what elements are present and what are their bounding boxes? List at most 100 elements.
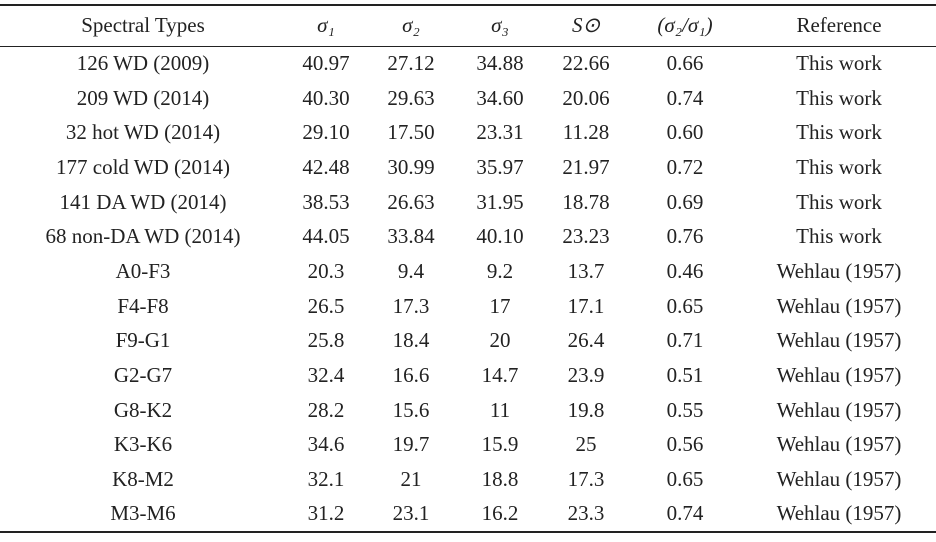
table-cell: K3-K6 <box>113 432 173 457</box>
table-cell: Wehlau (1957) <box>776 363 902 388</box>
table-cell: 14.7 <box>481 363 519 388</box>
table-cell: 126 WD (2009) <box>76 51 210 76</box>
table-cell: 9.4 <box>397 258 425 283</box>
table-cell: 0.46 <box>666 258 704 283</box>
table-cell: 23.9 <box>567 363 605 388</box>
table-cell: 17.3 <box>392 293 430 318</box>
table-cell: 32.4 <box>307 363 345 388</box>
table-cell: 40.30 <box>302 85 350 110</box>
table-cell: 31.95 <box>476 189 524 214</box>
table-cell: 0.66 <box>666 51 704 76</box>
table-cell: 29.63 <box>387 85 435 110</box>
header-cell: σ₁ <box>317 13 335 38</box>
table-cell: F4-F8 <box>117 293 169 318</box>
table-cell: 30.99 <box>387 154 435 179</box>
table-cell: 17.1 <box>567 293 605 318</box>
table-cell: 0.55 <box>666 397 704 422</box>
table-row: 209 WD (2014) 40.30 29.63 34.60 20.06 0.74 Thi… <box>0 81 936 116</box>
table-cell: 23.23 <box>562 224 610 249</box>
table-row: G8-K2 28.2 15.6 11 19.8 0.55 Wehlau (1957) <box>0 393 936 428</box>
table-cell: 0.74 <box>666 501 704 526</box>
table-cell: 20.3 <box>307 258 345 283</box>
table-cell: 26.63 <box>387 189 435 214</box>
table-cell: 17.3 <box>567 467 605 492</box>
table-cell: 20.06 <box>562 85 610 110</box>
table-cell: Wehlau (1957) <box>776 258 902 283</box>
table-cell: 9.2 <box>486 258 514 283</box>
table-cell: 0.69 <box>666 189 704 214</box>
table-cell: 33.84 <box>387 224 435 249</box>
table-cell: This work <box>796 224 882 249</box>
table-cell: 11 <box>489 397 511 422</box>
table-cell: A0-F3 <box>115 258 171 283</box>
table-cell: 0.56 <box>666 432 704 457</box>
table-row: 177 cold WD (2014) 42.48 30.99 35.97 21.97 0.… <box>0 150 936 185</box>
table-cell: G8-K2 <box>113 397 173 422</box>
table-cell: 32.1 <box>307 467 345 492</box>
table-cell: 15.6 <box>392 397 430 422</box>
table-cell: 31.2 <box>307 501 345 526</box>
table-cell: 0.51 <box>666 363 704 388</box>
table-cell: G2-G7 <box>113 363 173 388</box>
table-cell: 23.3 <box>567 501 605 526</box>
table-cell: 25 <box>575 432 597 457</box>
table-cell: 32 hot WD (2014) <box>65 120 221 145</box>
table-cell: 40.97 <box>302 51 350 76</box>
header-cell: (σ₂/σ₁) <box>657 13 713 38</box>
table-row: M3-M6 31.2 23.1 16.2 23.3 0.74 Wehlau (1957) <box>0 497 936 532</box>
table-cell: 22.66 <box>562 51 610 76</box>
table-cell: Wehlau (1957) <box>776 501 902 526</box>
table-cell: 28.2 <box>307 397 345 422</box>
table-row: 126 WD (2009) 40.97 27.12 34.88 22.66 0.66 Thi… <box>0 46 936 81</box>
table-cell: 34.60 <box>476 85 524 110</box>
table-cell: 18.78 <box>562 189 610 214</box>
table-cell: 23.31 <box>476 120 524 145</box>
table-cell: 17.50 <box>387 120 435 145</box>
table-cell: 0.76 <box>666 224 704 249</box>
table-cell: 68 non-DA WD (2014) <box>45 224 241 249</box>
table-cell: 34.88 <box>476 51 524 76</box>
header-cell: σ₃ <box>491 13 509 38</box>
table-cell: 18.4 <box>392 328 430 353</box>
table-row: K8-M2 32.1 21 18.8 17.3 0.65 Wehlau (1957) <box>0 462 936 497</box>
table-cell: 18.8 <box>481 467 519 492</box>
table-cell: 0.65 <box>666 293 704 318</box>
table-cell: This work <box>796 51 882 76</box>
table-cell: 40.10 <box>476 224 524 249</box>
table-body: 126 WD (2009) 40.97 27.12 34.88 22.66 0.66 Thi… <box>0 46 936 532</box>
table-cell: 209 WD (2014) <box>76 85 210 110</box>
data-table: Spectral Types σ₁ σ₂ σ₃ S⊙ (σ₂/σ₁) Reference 1… <box>0 4 936 533</box>
table-row: 141 DA WD (2014) 38.53 26.63 31.95 18.78 0.69… <box>0 185 936 220</box>
table-cell: 21 <box>400 467 422 492</box>
table-cell: Wehlau (1957) <box>776 328 902 353</box>
table-cell: 42.48 <box>302 154 350 179</box>
table-cell: 0.71 <box>666 328 704 353</box>
table-cell: This work <box>796 85 882 110</box>
table-cell: Wehlau (1957) <box>776 397 902 422</box>
table-cell: 0.60 <box>666 120 704 145</box>
table-cell: 0.65 <box>666 467 704 492</box>
table-cell: 23.1 <box>392 501 430 526</box>
table-cell: 26.5 <box>307 293 345 318</box>
table-cell: 19.7 <box>392 432 430 457</box>
table-cell: 19.8 <box>567 397 605 422</box>
table-cell: 29.10 <box>302 120 350 145</box>
table-row: A0-F3 20.3 9.4 9.2 13.7 0.46 Wehlau (1957) <box>0 254 936 289</box>
table-header: Spectral Types σ₁ σ₂ σ₃ S⊙ (σ₂/σ₁) Reference <box>0 5 936 46</box>
header-cell: Spectral Types <box>81 13 205 38</box>
page: {"table": { "header": ["Spectral Types",… <box>0 4 936 542</box>
header-cell: S⊙ <box>571 13 601 38</box>
table-cell: 16.2 <box>481 501 519 526</box>
table-cell: 0.74 <box>666 85 704 110</box>
table-cell: This work <box>796 120 882 145</box>
table-cell: 44.05 <box>302 224 350 249</box>
table-cell: 38.53 <box>302 189 350 214</box>
table-row: F9-G1 25.8 18.4 20 26.4 0.71 Wehlau (1957) <box>0 324 936 359</box>
table-cell: 16.6 <box>392 363 430 388</box>
header-cell: σ₂ <box>402 13 420 38</box>
header-cell: Reference <box>796 13 882 38</box>
table-cell: 34.6 <box>307 432 345 457</box>
table-cell: Wehlau (1957) <box>776 432 902 457</box>
table-cell: 11.28 <box>562 120 610 145</box>
table-row: K3-K6 34.6 19.7 15.9 25 0.56 Wehlau (1957) <box>0 428 936 463</box>
